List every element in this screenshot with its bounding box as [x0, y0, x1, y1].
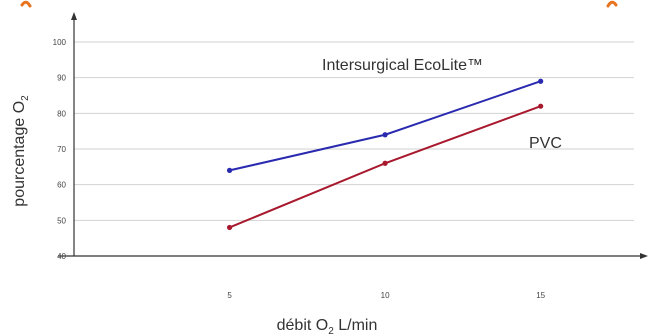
y-tick-label-90: 90 [57, 74, 66, 83]
series-label-pvc: PVC [529, 135, 562, 152]
y-tick-label-70: 70 [57, 145, 66, 154]
data-point-s1-0 [227, 225, 232, 230]
data-point-s1-1 [383, 161, 388, 166]
x-axis-title: débit O2 L/min [277, 317, 378, 336]
data-point-s0-1 [383, 132, 388, 137]
x-tick-label-15: 15 [536, 291, 545, 300]
series-line-1 [230, 106, 541, 227]
series [227, 79, 543, 230]
x-axis-title-main: débit O [277, 317, 329, 334]
x-tick-label-10: 10 [381, 291, 390, 300]
y-tick-label-50: 50 [57, 216, 66, 225]
x-tick-labels: 5 10 15 [227, 291, 545, 300]
y-tick-labels: 40 50 60 70 80 90 100 [53, 38, 67, 261]
y-axis-title-subscript: 2 [20, 95, 31, 101]
y-axis-arrow [71, 12, 77, 20]
y-tick-label-40: 40 [57, 252, 66, 261]
x-axis-title-unit: L/min [334, 317, 378, 334]
x-axis-arrow [640, 253, 648, 259]
series-label-intersurgical: Intersurgical EcoLite™ [322, 57, 483, 74]
clipped-title-decoration [22, 2, 616, 6]
y-axis-title-main: pourcentage O [11, 101, 28, 207]
data-point-s0-0 [227, 168, 232, 173]
x-tick-label-5: 5 [227, 291, 232, 300]
y-axis-title: pourcentage O2 [11, 95, 31, 207]
data-point-s0-2 [538, 79, 543, 84]
y-tick-label-80: 80 [57, 109, 66, 118]
series-line-0 [230, 81, 541, 170]
data-point-s1-2 [538, 104, 543, 109]
y-tick-label-100: 100 [53, 38, 67, 47]
y-tick-label-60: 60 [57, 181, 66, 190]
